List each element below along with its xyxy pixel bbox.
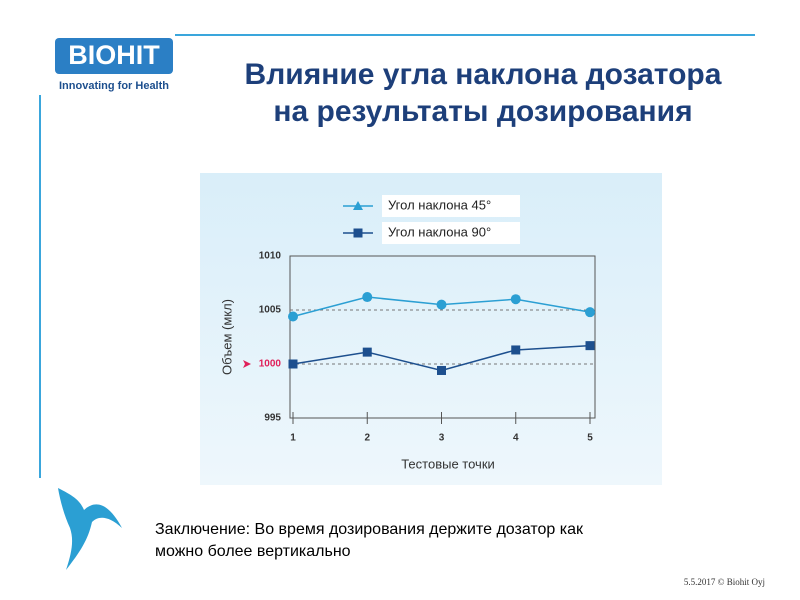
chart: 995 1000 1005 1010 1 2 3 4 5 Тестовые точки Объем … (219, 195, 595, 471)
x-tick-label: 4 (513, 433, 519, 444)
y-tick-label: 1010 (259, 251, 282, 262)
legend-marker (353, 228, 363, 238)
title-line: на результаты дозирования (273, 95, 692, 128)
x-axis-label: Тестовые точки (401, 456, 495, 471)
logo-box (55, 38, 173, 74)
legend-label: Угол наклона 90° (388, 224, 491, 239)
highlight-arrow (243, 360, 251, 368)
data-point (585, 307, 595, 318)
logo-name: BIOHIT (68, 40, 160, 70)
logo-tagline: Innovating for Health (59, 80, 169, 92)
legend-bg (382, 222, 520, 244)
footer: 5.5.2017 © Biohit Oyj (684, 577, 765, 587)
bird-icon (58, 488, 122, 570)
legend-bg (382, 195, 520, 217)
legend-label: Угол наклона 45° (388, 197, 491, 212)
x-tick-label: 5 (587, 433, 593, 444)
y-tick-label: 1005 (259, 305, 282, 316)
title-line: Влияние угла наклона дозатора (245, 58, 722, 91)
data-point (437, 365, 446, 375)
conclusion-line: можно более вертикально (155, 543, 351, 560)
legend-marker (353, 201, 363, 210)
plot-frame (289, 255, 596, 419)
data-point (436, 299, 447, 310)
data-point (510, 294, 521, 305)
x-tick-label: 2 (364, 433, 370, 444)
data-point (511, 345, 521, 355)
y-axis-label: Объем (мкл) (219, 299, 234, 375)
y-tick-label: 995 (264, 413, 281, 424)
data-point (585, 341, 595, 351)
data-point (288, 359, 298, 369)
conclusion-line: Заключение: Во время дозирования держите… (155, 521, 584, 538)
data-point (288, 311, 298, 322)
y-tick-label: 1000 (259, 359, 282, 370)
x-tick-label: 1 (290, 433, 296, 444)
data-point (362, 347, 372, 357)
data-point (362, 292, 373, 303)
x-tick-label: 3 (439, 433, 445, 444)
